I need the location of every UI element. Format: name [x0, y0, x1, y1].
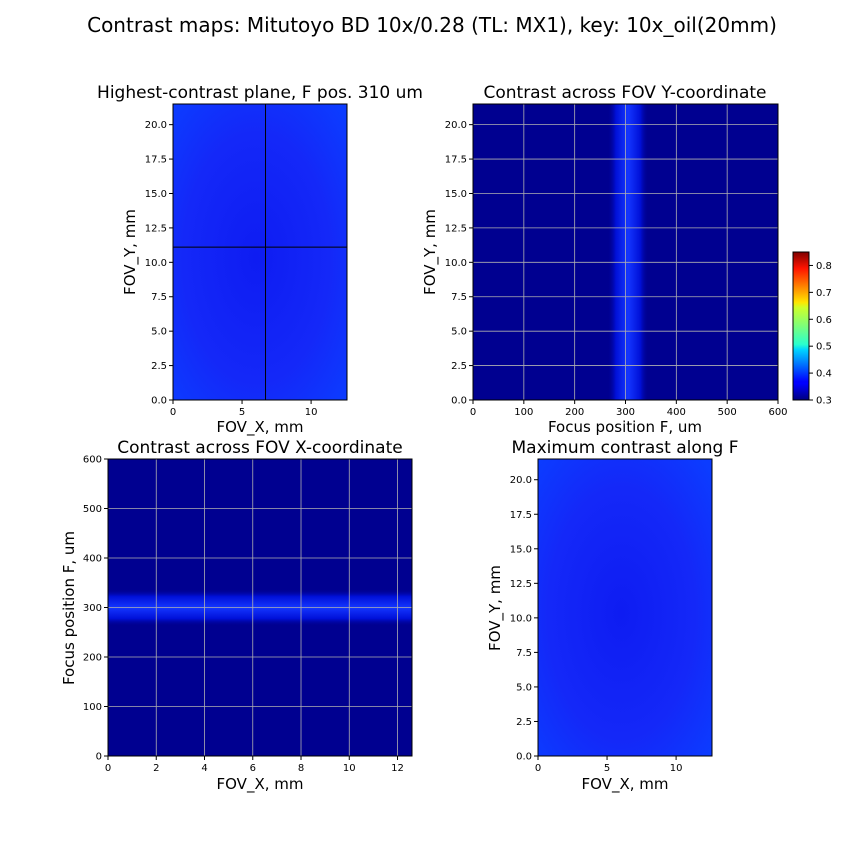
- panel-a-heatmap: [173, 104, 347, 400]
- colorbar-gradient: [792, 251, 810, 401]
- panel-c-ytick-label: 100: [83, 702, 102, 713]
- panel-d-ytick-label: 10.0: [510, 613, 532, 624]
- colorbar-tick-label: 0.3: [816, 396, 832, 407]
- panel-d-ytick-label: 7.5: [516, 648, 532, 659]
- panel-d-xtick-label: 10: [670, 763, 683, 774]
- panel-d-ytick-label: 15.0: [510, 544, 532, 555]
- panel-c-ytick-label: 300: [83, 603, 102, 614]
- panel-contrast-across-fov-x: Contrast across FOV X-coordinate 0 2 4 6 8 10…: [60, 438, 413, 794]
- panel-b-xtick-label: 300: [616, 407, 635, 418]
- panel-a-title: Highest-contrast plane, F pos. 310 um: [97, 83, 423, 103]
- panel-b-xtick-label: 400: [667, 407, 686, 418]
- panel-c-ytick-label: 500: [83, 504, 102, 515]
- panel-c-title: Contrast across FOV X-coordinate: [117, 438, 402, 458]
- panel-d-ytick-label: 0.0: [516, 752, 532, 763]
- panel-a-frame: [172, 103, 348, 401]
- panel-b-xtick-label: 200: [565, 407, 584, 418]
- panel-d-ytick-label: 2.5: [516, 717, 532, 728]
- panel-d-heatmap: [538, 459, 712, 756]
- panel-b-ytick-label: 0.0: [451, 396, 467, 407]
- panel-b-xtick-label: 500: [718, 407, 737, 418]
- panel-c-ytick-label: 400: [83, 554, 102, 565]
- panel-d-title: Maximum contrast along F: [512, 438, 739, 458]
- panel-c-xtick-label: 6: [250, 763, 256, 774]
- panel-c-xtick-label: 2: [153, 763, 159, 774]
- colorbar-tick-label: 0.4: [816, 369, 832, 380]
- panel-a-ytick-label: 7.5: [151, 292, 167, 303]
- panel-a-xlabel: FOV_X, mm: [217, 418, 304, 437]
- panel-d-ylabel: FOV_Y, mm: [486, 565, 505, 651]
- panel-a-ytick-label: 0.0: [151, 396, 167, 407]
- panel-d-xtick-label: 0: [535, 763, 541, 774]
- panel-b-ytick-label: 5.0: [451, 327, 467, 338]
- panel-b-ytick-label: 12.5: [445, 223, 467, 234]
- panel-d-ytick-label: 12.5: [510, 579, 532, 590]
- panel-a-ytick-label: 5.0: [151, 327, 167, 338]
- panel-c-ytick-label: 200: [83, 653, 102, 664]
- panel-a-ytick-label: 17.5: [145, 155, 167, 166]
- panel-b-contrast-band: [607, 104, 649, 400]
- panel-c-xtick-label: 12: [391, 763, 404, 774]
- colorbar-tick-label: 0.5: [816, 342, 832, 353]
- panel-a-xtick-label: 10: [305, 407, 318, 418]
- colorbar-tick-label: 0.6: [816, 315, 832, 326]
- panel-d-xlabel: FOV_X, mm: [582, 775, 669, 794]
- panel-b-ytick-label: 20.0: [445, 120, 467, 131]
- panel-b-xtick-label: 100: [514, 407, 533, 418]
- panel-d-frame: [537, 458, 713, 757]
- panel-d-ytick-label: 5.0: [516, 682, 532, 693]
- panel-b-ytick-label: 15.0: [445, 189, 467, 200]
- panel-highest-contrast-plane: Highest-contrast plane, F pos. 310 um 0 5…: [97, 83, 423, 437]
- panel-b-xlabel: Focus position F, um: [548, 418, 702, 436]
- panel-c-xtick-label: 8: [298, 763, 304, 774]
- panel-c-xtick-label: 4: [201, 763, 207, 774]
- panel-a-xtick-label: 0: [170, 407, 176, 418]
- panel-b-ytick-label: 10.0: [445, 258, 467, 269]
- panel-b-title: Contrast across FOV Y-coordinate: [483, 83, 766, 103]
- panel-a-ytick-label: 15.0: [145, 189, 167, 200]
- panel-b-ytick-label: 2.5: [451, 361, 467, 372]
- panel-contrast-across-fov-y: Contrast across FOV Y-coordinate 0 100 200…: [421, 83, 788, 436]
- panel-c-xtick-label: 0: [105, 763, 111, 774]
- panel-a-ytick-label: 10.0: [145, 258, 167, 269]
- panel-c-ytick-label: 0: [96, 752, 102, 763]
- panel-d-ytick-label: 17.5: [510, 510, 532, 521]
- panel-d-ytick-label: 20.0: [510, 475, 532, 486]
- colorbar-tick-label: 0.8: [816, 261, 832, 272]
- panel-b-xtick-label: 600: [768, 407, 787, 418]
- panel-a-ytick-label: 12.5: [145, 223, 167, 234]
- colorbar: 0.8 0.7 0.6 0.5 0.4 0.3: [792, 251, 832, 407]
- panel-a-ytick-label: 20.0: [145, 120, 167, 131]
- figure-suptitle: Contrast maps: Mitutoyo BD 10x/0.28 (TL:…: [87, 13, 777, 37]
- panel-c-ytick-label: 600: [83, 455, 102, 466]
- panel-b-ylabel: FOV_Y, mm: [421, 209, 440, 295]
- panel-a-xtick-label: 5: [239, 407, 245, 418]
- panel-maximum-contrast-along-f: Maximum contrast along F 0 5 10 0.0 2.5 5.0 7…: [486, 438, 738, 794]
- panel-b-ytick-label: 17.5: [445, 155, 467, 166]
- panel-a-ylabel: FOV_Y, mm: [121, 209, 140, 295]
- panel-d-xtick-label: 5: [604, 763, 610, 774]
- panel-b-ytick-label: 7.5: [451, 292, 467, 303]
- panel-c-ylabel: Focus position F, um: [60, 531, 78, 685]
- panel-c-xlabel: FOV_X, mm: [217, 775, 304, 794]
- panel-b-xtick-label: 0: [470, 407, 476, 418]
- panel-a-ytick-label: 2.5: [151, 361, 167, 372]
- colorbar-tick-label: 0.7: [816, 288, 832, 299]
- panel-c-xtick-label: 10: [343, 763, 356, 774]
